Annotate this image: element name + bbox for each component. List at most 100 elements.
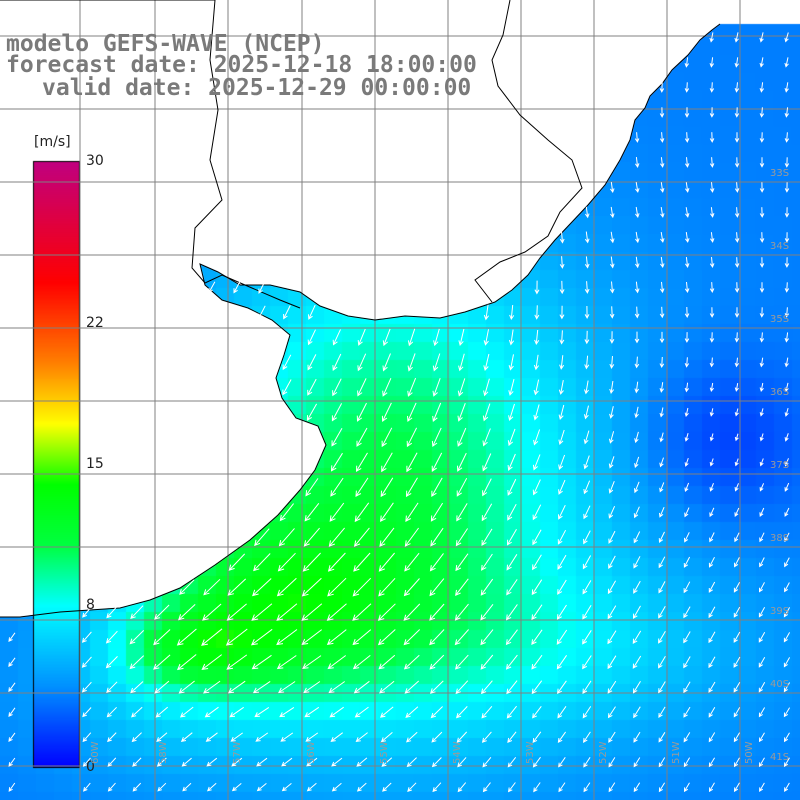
wind-arrow — [382, 782, 392, 792]
wind-arrow — [380, 732, 393, 743]
wind-arrow — [532, 479, 541, 496]
wind-arrow — [457, 757, 467, 768]
wind-arrow — [635, 231, 640, 244]
wind-arrow — [330, 732, 344, 742]
wind-arrow — [357, 328, 366, 346]
wind-arrow — [252, 680, 271, 694]
wind-arrow — [709, 82, 715, 93]
wind-arrow — [582, 605, 592, 620]
latitude-label: 40S — [770, 679, 790, 690]
wind-arrow — [533, 354, 539, 371]
wind-arrow — [132, 782, 142, 792]
wind-arrow — [583, 405, 589, 420]
wind-arrow — [305, 478, 319, 497]
wind-arrow — [634, 356, 640, 369]
wind-arrow — [532, 454, 541, 471]
wind-arrow — [430, 502, 444, 522]
wind-arrow — [607, 680, 617, 694]
wind-arrow — [659, 306, 665, 319]
wind-arrow — [734, 532, 740, 543]
wind-arrow — [709, 32, 714, 43]
wind-arrow — [634, 456, 640, 469]
wind-arrow — [584, 330, 590, 345]
wind-arrow — [684, 132, 690, 143]
wind-arrow — [634, 132, 640, 143]
wind-arrow — [759, 408, 764, 417]
wind-arrow — [634, 381, 640, 394]
wind-arrow — [509, 304, 515, 321]
wind-arrow — [607, 655, 617, 670]
wind-arrow — [278, 528, 295, 547]
wind-arrow — [659, 457, 664, 468]
wind-arrow — [302, 552, 321, 572]
wind-arrow — [354, 706, 369, 718]
wind-arrow — [634, 306, 640, 319]
wind-arrow — [658, 556, 666, 569]
wind-arrow — [658, 606, 666, 619]
wind-arrow — [709, 507, 715, 518]
wind-arrow — [660, 232, 665, 243]
wind-arrow — [534, 329, 540, 346]
wind-arrow — [784, 257, 790, 268]
wind-arrow — [684, 433, 689, 442]
colorbar-tick: 22 — [86, 314, 104, 331]
wind-arrow — [107, 757, 117, 767]
wind-arrow — [381, 402, 392, 423]
wind-arrow — [382, 353, 391, 372]
wind-arrow — [482, 782, 491, 793]
wind-arrow — [429, 654, 445, 670]
wind-arrow — [684, 82, 690, 93]
wind-arrow — [357, 378, 367, 397]
wind-arrow — [276, 603, 298, 621]
wind-arrow — [660, 182, 665, 193]
wind-arrow — [403, 603, 421, 621]
wind-arrow — [354, 502, 370, 523]
wind-arrow — [331, 428, 343, 447]
wind-arrow — [684, 482, 690, 493]
wind-arrow — [534, 305, 540, 320]
wind-arrow — [407, 402, 417, 423]
wind-arrow — [708, 757, 716, 768]
wind-arrow — [733, 681, 741, 693]
wind-arrow — [532, 731, 542, 744]
wind-arrow — [684, 507, 690, 518]
wind-arrow — [734, 257, 740, 268]
wind-arrow — [784, 557, 790, 568]
colorbar-tick: 30 — [86, 153, 104, 169]
wind-arrow — [759, 107, 765, 118]
longitude-label: 56W — [306, 741, 317, 764]
wind-arrow — [327, 552, 346, 572]
wind-arrow — [480, 603, 494, 621]
wind-arrow — [456, 477, 468, 497]
wind-arrow — [684, 382, 689, 393]
wind-arrow — [431, 427, 442, 448]
wind-arrow — [377, 603, 396, 621]
wind-arrow — [759, 157, 765, 168]
wind-arrow — [205, 732, 218, 742]
wind-arrow — [684, 332, 690, 343]
wind-arrow — [684, 157, 690, 168]
wind-arrow — [709, 357, 715, 368]
wind-arrow — [583, 782, 591, 793]
wind-arrow — [759, 282, 765, 293]
wind-arrow — [633, 731, 641, 743]
wind-arrow — [734, 307, 740, 318]
wind-arrow — [481, 705, 493, 719]
wind-arrow — [531, 579, 543, 596]
wind-arrow — [301, 629, 323, 646]
wind-arrow — [380, 706, 394, 718]
wind-arrow — [254, 528, 270, 547]
wind-arrow — [332, 329, 341, 346]
wind-arrow — [734, 408, 739, 417]
wind-arrow — [684, 357, 690, 368]
wind-arrow — [404, 552, 420, 572]
wind-arrow — [708, 681, 716, 693]
wind-arrow — [250, 628, 273, 646]
wind-arrow — [508, 354, 514, 371]
wind-arrow — [583, 430, 590, 445]
wind-arrow — [301, 603, 323, 621]
latitude-label: 35S — [770, 314, 790, 325]
wind-arrow — [582, 555, 592, 570]
wind-arrow — [609, 281, 615, 294]
wind-arrow — [507, 478, 517, 496]
